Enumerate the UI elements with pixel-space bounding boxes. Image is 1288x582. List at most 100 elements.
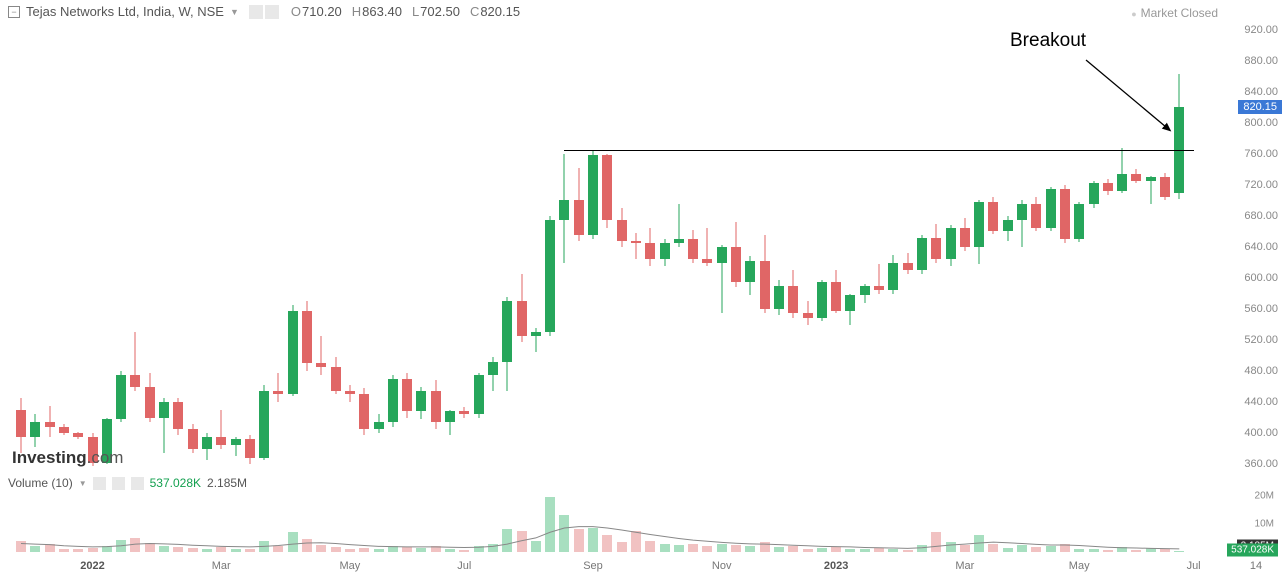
volume-bar[interactable] (531, 541, 541, 552)
volume-bar[interactable] (488, 544, 498, 552)
volume-bar[interactable] (1146, 548, 1156, 552)
volume-bar[interactable] (1103, 550, 1113, 552)
x-tick: 2022 (80, 560, 104, 572)
volume-bar[interactable] (717, 544, 727, 552)
dropdown-icon[interactable]: ▼ (79, 479, 87, 488)
volume-bar[interactable] (931, 532, 941, 552)
volume-bar[interactable] (774, 547, 784, 552)
volume-bar[interactable] (817, 548, 827, 552)
volume-bar[interactable] (1074, 549, 1084, 552)
volume-bar[interactable] (474, 546, 484, 552)
volume-bar[interactable] (988, 544, 998, 552)
volume-bar[interactable] (345, 549, 355, 552)
volume-bar[interactable] (16, 541, 26, 552)
volume-bar[interactable] (1117, 547, 1127, 552)
settings-icon[interactable] (265, 5, 279, 19)
volume-bar[interactable] (231, 549, 241, 552)
volume-bar[interactable] (1089, 549, 1099, 552)
settings-icon[interactable] (249, 5, 263, 19)
volume-bar[interactable] (88, 548, 98, 552)
volume-bar[interactable] (445, 549, 455, 552)
volume-bar[interactable] (388, 546, 398, 552)
volume-bar[interactable] (1131, 550, 1141, 552)
volume-bar[interactable] (559, 515, 569, 552)
volume-bar[interactable] (631, 531, 641, 552)
volume-bar[interactable] (960, 545, 970, 552)
volume-bar[interactable] (1160, 549, 1170, 552)
volume-bar[interactable] (59, 549, 69, 552)
volume-bar[interactable] (888, 549, 898, 552)
volume-bar[interactable] (1174, 551, 1184, 552)
volume-bar[interactable] (917, 545, 927, 552)
x-tick: May (340, 560, 361, 572)
volume-bar[interactable] (459, 550, 469, 552)
volume-bar[interactable] (130, 538, 140, 552)
volume-bar[interactable] (216, 547, 226, 552)
settings-icon[interactable] (93, 477, 106, 490)
volume-bar[interactable] (845, 549, 855, 552)
volume-bar[interactable] (602, 535, 612, 552)
volume-bar[interactable] (116, 540, 126, 552)
volume-bar[interactable] (173, 547, 183, 552)
volume-bar[interactable] (903, 550, 913, 552)
volume-bar[interactable] (803, 549, 813, 552)
volume-bar[interactable] (374, 549, 384, 552)
volume-bar[interactable] (574, 529, 584, 552)
resistance-line[interactable] (564, 150, 1193, 151)
volume-bar[interactable] (259, 541, 269, 552)
volume-bar[interactable] (159, 546, 169, 552)
volume-bar[interactable] (202, 549, 212, 552)
volume-bar[interactable] (1060, 544, 1070, 552)
volume-bar[interactable] (416, 548, 426, 552)
volume-bar[interactable] (688, 544, 698, 552)
volume-bar[interactable] (974, 535, 984, 552)
volume-bar[interactable] (188, 548, 198, 552)
x-axis[interactable]: 2022MarMayJulSepNov2023MarMayJul14 (6, 560, 1216, 578)
volume-bar[interactable] (617, 542, 627, 552)
volume-bar[interactable] (1017, 545, 1027, 552)
volume-bar[interactable] (1003, 548, 1013, 552)
volume-bar[interactable] (588, 528, 598, 552)
price-y-axis[interactable]: 360.00400.00440.00480.00520.00560.00600.… (1222, 22, 1282, 472)
volume-bar[interactable] (30, 546, 40, 552)
close-icon[interactable] (131, 477, 144, 490)
settings-icon[interactable] (112, 477, 125, 490)
volume-bar[interactable] (431, 546, 441, 552)
volume-bar[interactable] (145, 543, 155, 552)
price-chart[interactable] (6, 22, 1216, 472)
volume-bar[interactable] (1046, 546, 1056, 552)
volume-bar[interactable] (359, 548, 369, 552)
volume-bar[interactable] (874, 548, 884, 552)
volume-bar[interactable] (288, 532, 298, 552)
volume-bar[interactable] (316, 545, 326, 552)
volume-bar[interactable] (73, 549, 83, 552)
volume-chart[interactable] (6, 490, 1216, 552)
volume-bar[interactable] (745, 546, 755, 552)
volume-bar[interactable] (273, 546, 283, 552)
volume-bar[interactable] (760, 542, 770, 552)
volume-bar[interactable] (731, 545, 741, 552)
volume-bar[interactable] (545, 497, 555, 552)
volume-bar[interactable] (402, 547, 412, 552)
volume-bar[interactable] (517, 531, 527, 552)
y-tick: 440.00 (1244, 396, 1278, 408)
volume-bar[interactable] (502, 529, 512, 552)
volume-bar[interactable] (302, 539, 312, 552)
volume-y-axis[interactable]: 10M20M2.185M537.028K (1222, 490, 1282, 552)
volume-bar[interactable] (331, 547, 341, 552)
volume-bar[interactable] (831, 547, 841, 552)
volume-bar[interactable] (674, 545, 684, 552)
volume-bar[interactable] (946, 542, 956, 552)
volume-bar[interactable] (1031, 547, 1041, 552)
volume-bar[interactable] (860, 549, 870, 552)
volume-bar[interactable] (45, 544, 55, 552)
collapse-icon[interactable]: − (8, 6, 20, 18)
x-tick: Mar (212, 560, 231, 572)
volume-bar[interactable] (702, 546, 712, 552)
volume-bar[interactable] (102, 546, 112, 552)
volume-bar[interactable] (660, 544, 670, 552)
volume-bar[interactable] (645, 541, 655, 552)
dropdown-icon[interactable]: ▼ (230, 7, 239, 17)
volume-bar[interactable] (245, 549, 255, 552)
volume-bar[interactable] (788, 546, 798, 552)
